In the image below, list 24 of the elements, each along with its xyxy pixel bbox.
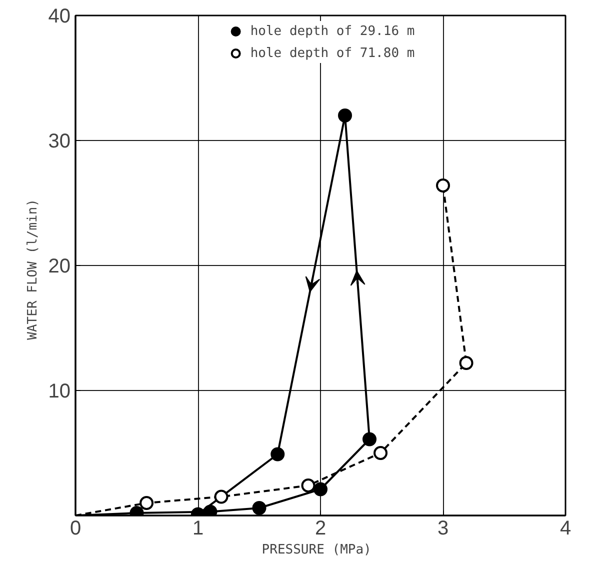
legend-label: hole depth of 71.80 m (250, 46, 415, 60)
point (252, 501, 266, 515)
point (374, 446, 388, 460)
x-tick-label: 3 (437, 518, 449, 540)
y-tick-label: 30 (48, 130, 71, 152)
x-tick-label: 4 (560, 518, 572, 540)
legend-label: hole depth of 29.16 m (250, 24, 415, 38)
point (338, 108, 352, 122)
y-tick-label: 10 (48, 380, 71, 402)
point (459, 356, 474, 370)
x-tick-label: 1 (192, 518, 204, 540)
x-tick-label: 2 (314, 518, 326, 540)
point (140, 496, 154, 510)
point (362, 432, 376, 446)
point (270, 447, 285, 462)
point (301, 478, 316, 492)
y-axis-title: WATER FLOW (l/min) (25, 198, 40, 340)
x-axis-title: PRESSURE (MPa) (262, 542, 372, 558)
x-tick-label: 0 (70, 518, 82, 540)
y-tick-label: 20 (48, 256, 71, 278)
point (436, 178, 450, 192)
y-tick-label: 40 (48, 6, 71, 28)
point (214, 490, 228, 504)
point (314, 482, 328, 496)
